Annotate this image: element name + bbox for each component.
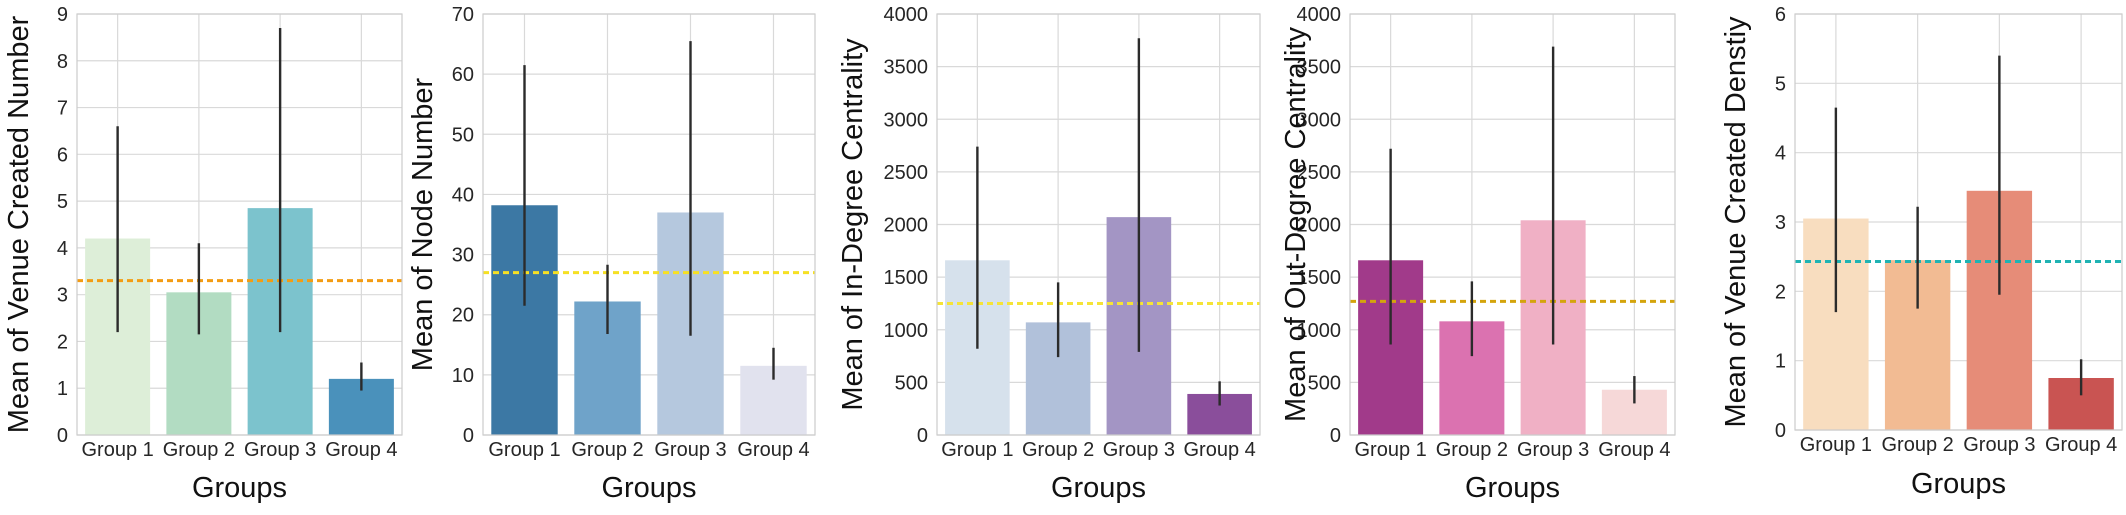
x-tick-label: Group 2 — [571, 439, 643, 461]
chart-panel: 0 10 20 30 40 50 60 70 Group 1 Group 2 Group 3 Grou… — [407, 4, 816, 504]
y-tick-label: 9 — [57, 4, 68, 26]
y-tick-label: 3 — [57, 285, 68, 307]
x-tick-label: Group 2 — [163, 439, 235, 461]
y-tick-label: 4000 — [1297, 4, 1342, 26]
y-tick-label: 0 — [57, 425, 68, 447]
x-tick-label: Group 1 — [488, 439, 560, 461]
y-tick-label: 3000 — [1297, 109, 1342, 131]
chart-panel: 0 1 2 3 4 5 6 7 8 9 Group 1 Group 2 Group 3 Group 4 Gr… — [3, 4, 403, 504]
y-tick-label: 3500 — [884, 57, 929, 79]
chart-panel: 0 1 2 3 4 5 6 Group 1 Group 2 Group 3 Group 4 Group… — [1720, 4, 2123, 500]
y-tick-label: 0 — [1775, 420, 1786, 442]
y-tick-label: 1500 — [1297, 267, 1342, 289]
y-tick-label: 3000 — [884, 109, 929, 131]
y-tick-label: 4 — [1775, 143, 1786, 165]
y-tick-label: 50 — [452, 124, 474, 146]
y-tick-label: 5 — [1775, 73, 1786, 95]
y-axis-title: Mean of Node Number — [407, 77, 439, 371]
y-tick-label: 60 — [452, 64, 474, 86]
x-tick-label: Group 3 — [244, 439, 316, 461]
y-tick-label: 0 — [463, 425, 474, 447]
chart-panel: 0 500 1000 1500 2000 2500 3000 3500 4000 Group 1 G… — [837, 4, 1261, 504]
y-tick-label: 2000 — [1297, 215, 1342, 237]
chart-panel: 0 500 1000 1500 2000 2500 3000 3500 4000 Group 1 G… — [1280, 4, 1676, 504]
y-tick-label: 6 — [57, 144, 68, 166]
x-tick-label: Group 4 — [1183, 439, 1255, 461]
y-axis-title: Mean of In-Degree Centrality — [837, 38, 869, 411]
x-tick-label: Group 2 — [1436, 439, 1508, 461]
y-tick-label: 1000 — [884, 320, 929, 342]
y-tick-label: 2500 — [1297, 162, 1342, 184]
y-tick-label: 8 — [57, 51, 68, 73]
x-tick-label: Group 1 — [1800, 434, 1872, 456]
y-tick-label: 500 — [1308, 372, 1341, 394]
y-tick-label: 3500 — [1297, 57, 1342, 79]
y-axis-title: Mean of Venue Created Number — [3, 15, 35, 433]
x-tick-label: Group 3 — [654, 439, 726, 461]
x-tick-label: Group 2 — [1881, 434, 1953, 456]
x-tick-label: Group 3 — [1517, 439, 1589, 461]
y-tick-label: 1000 — [1297, 320, 1342, 342]
x-tick-label: Group 1 — [1354, 439, 1426, 461]
y-tick-label: 2 — [1775, 281, 1786, 303]
x-tick-label: Group 4 — [325, 439, 397, 461]
y-tick-label: 30 — [452, 245, 474, 267]
y-tick-label: 2500 — [884, 162, 929, 184]
x-tick-label: Group 4 — [2045, 434, 2117, 456]
y-tick-label: 1 — [57, 378, 68, 400]
x-tick-label: Group 1 — [941, 439, 1013, 461]
y-tick-label: 1 — [1775, 351, 1786, 373]
plot-frame — [482, 13, 816, 436]
plot-frame — [936, 13, 1261, 436]
x-axis-title: Groups — [1465, 472, 1560, 504]
y-axis-title: Mean of Out-Degree Centrality — [1280, 27, 1312, 422]
y-tick-label: 7 — [57, 98, 68, 120]
x-tick-label: Group 3 — [1963, 434, 2035, 456]
y-axis-title: Mean of Venue Created Denstiy — [1720, 16, 1752, 428]
x-tick-label: Group 3 — [1103, 439, 1175, 461]
y-tick-label: 5 — [57, 191, 68, 213]
y-tick-label: 0 — [1330, 425, 1341, 447]
plot-frame — [1349, 13, 1676, 436]
x-tick-label: Group 2 — [1022, 439, 1094, 461]
y-tick-label: 2000 — [884, 215, 929, 237]
x-tick-label: Group 4 — [737, 439, 809, 461]
x-axis-title: Groups — [1911, 468, 2006, 500]
y-tick-label: 3 — [1775, 212, 1786, 234]
y-tick-label: 1500 — [884, 267, 929, 289]
x-tick-label: Group 1 — [81, 439, 153, 461]
y-tick-label: 4000 — [884, 4, 929, 26]
y-tick-label: 70 — [452, 4, 474, 26]
y-tick-label: 10 — [452, 365, 474, 387]
x-axis-title: Groups — [601, 472, 696, 504]
plot-frame — [76, 13, 403, 436]
y-tick-label: 6 — [1775, 4, 1786, 26]
x-axis-title: Groups — [192, 472, 287, 504]
y-tick-label: 4 — [57, 238, 68, 260]
y-tick-label: 20 — [452, 305, 474, 327]
y-tick-label: 500 — [895, 372, 928, 394]
y-tick-label: 2 — [57, 331, 68, 353]
plot-frame — [1794, 13, 2123, 431]
y-tick-label: 0 — [917, 425, 928, 447]
y-tick-label: 40 — [452, 184, 474, 206]
x-axis-title: Groups — [1051, 472, 1146, 504]
x-tick-label: Group 4 — [1598, 439, 1670, 461]
